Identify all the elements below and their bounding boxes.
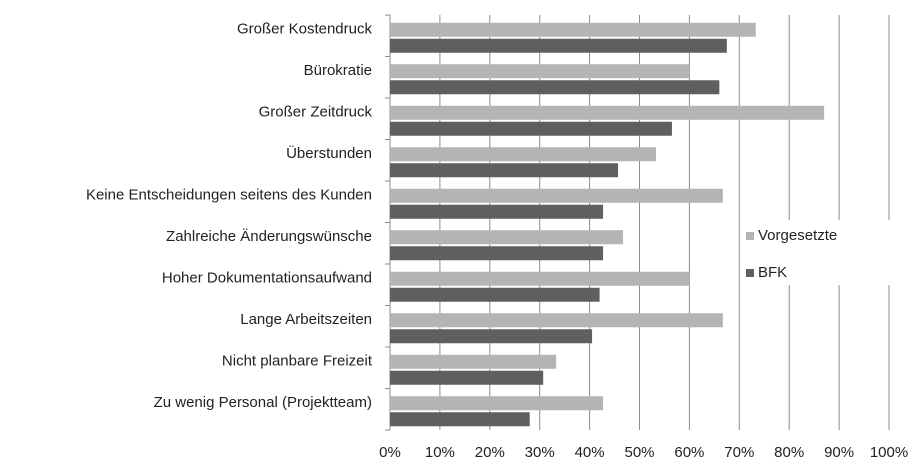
bar [390, 370, 544, 385]
x-tick-label: 40% [575, 444, 605, 461]
x-tick-label: 70% [724, 444, 754, 461]
legend-swatch [746, 232, 754, 240]
x-tick-label: 90% [824, 444, 854, 461]
bar [390, 412, 530, 427]
bar [390, 22, 756, 37]
bar [390, 121, 672, 136]
y-tick-label: Hoher Dokumentationsaufwand [162, 270, 372, 287]
bar [390, 163, 619, 178]
x-tick-label: 20% [475, 444, 505, 461]
x-tick-label: 0% [379, 444, 401, 461]
bar [390, 287, 600, 302]
y-tick-label: Überstunden [286, 144, 372, 162]
bar [390, 354, 557, 369]
y-tick-label: Großer Kostendruck [237, 21, 373, 38]
legend-bg [740, 220, 919, 285]
x-tick-label: 60% [674, 444, 704, 461]
y-tick-label: Keine Entscheidungen seitens des Kunden [86, 187, 372, 204]
x-tick-label: 80% [774, 444, 804, 461]
y-tick-label: Nicht planbare Freizeit [222, 353, 373, 370]
bar [390, 329, 593, 344]
bar [390, 230, 624, 245]
x-tick-label: 50% [624, 444, 654, 461]
bar [390, 313, 723, 328]
y-tick-label: Bürokratie [304, 62, 372, 79]
legend-label: BFK [758, 264, 787, 281]
y-tick-label: Zu wenig Personal (Projektteam) [154, 394, 372, 411]
x-tick-label: 100% [870, 444, 908, 461]
bar [390, 105, 825, 120]
x-tick-label: 10% [425, 444, 455, 461]
bar [390, 204, 604, 219]
bar [390, 64, 690, 79]
bar [390, 271, 690, 286]
bar [390, 188, 723, 203]
y-tick-label: Zahlreiche Änderungswünsche [166, 228, 372, 245]
bar [390, 38, 727, 53]
legend-label: Vorgesetzte [758, 227, 837, 244]
y-tick-label: Großer Zeitdruck [259, 104, 373, 121]
legend-swatch [746, 269, 754, 277]
y-tick-label: Lange Arbeitszeiten [240, 311, 372, 328]
bar [390, 80, 720, 95]
bar [390, 396, 604, 411]
x-tick-label: 30% [525, 444, 555, 461]
bar [390, 147, 656, 162]
bar [390, 246, 604, 261]
